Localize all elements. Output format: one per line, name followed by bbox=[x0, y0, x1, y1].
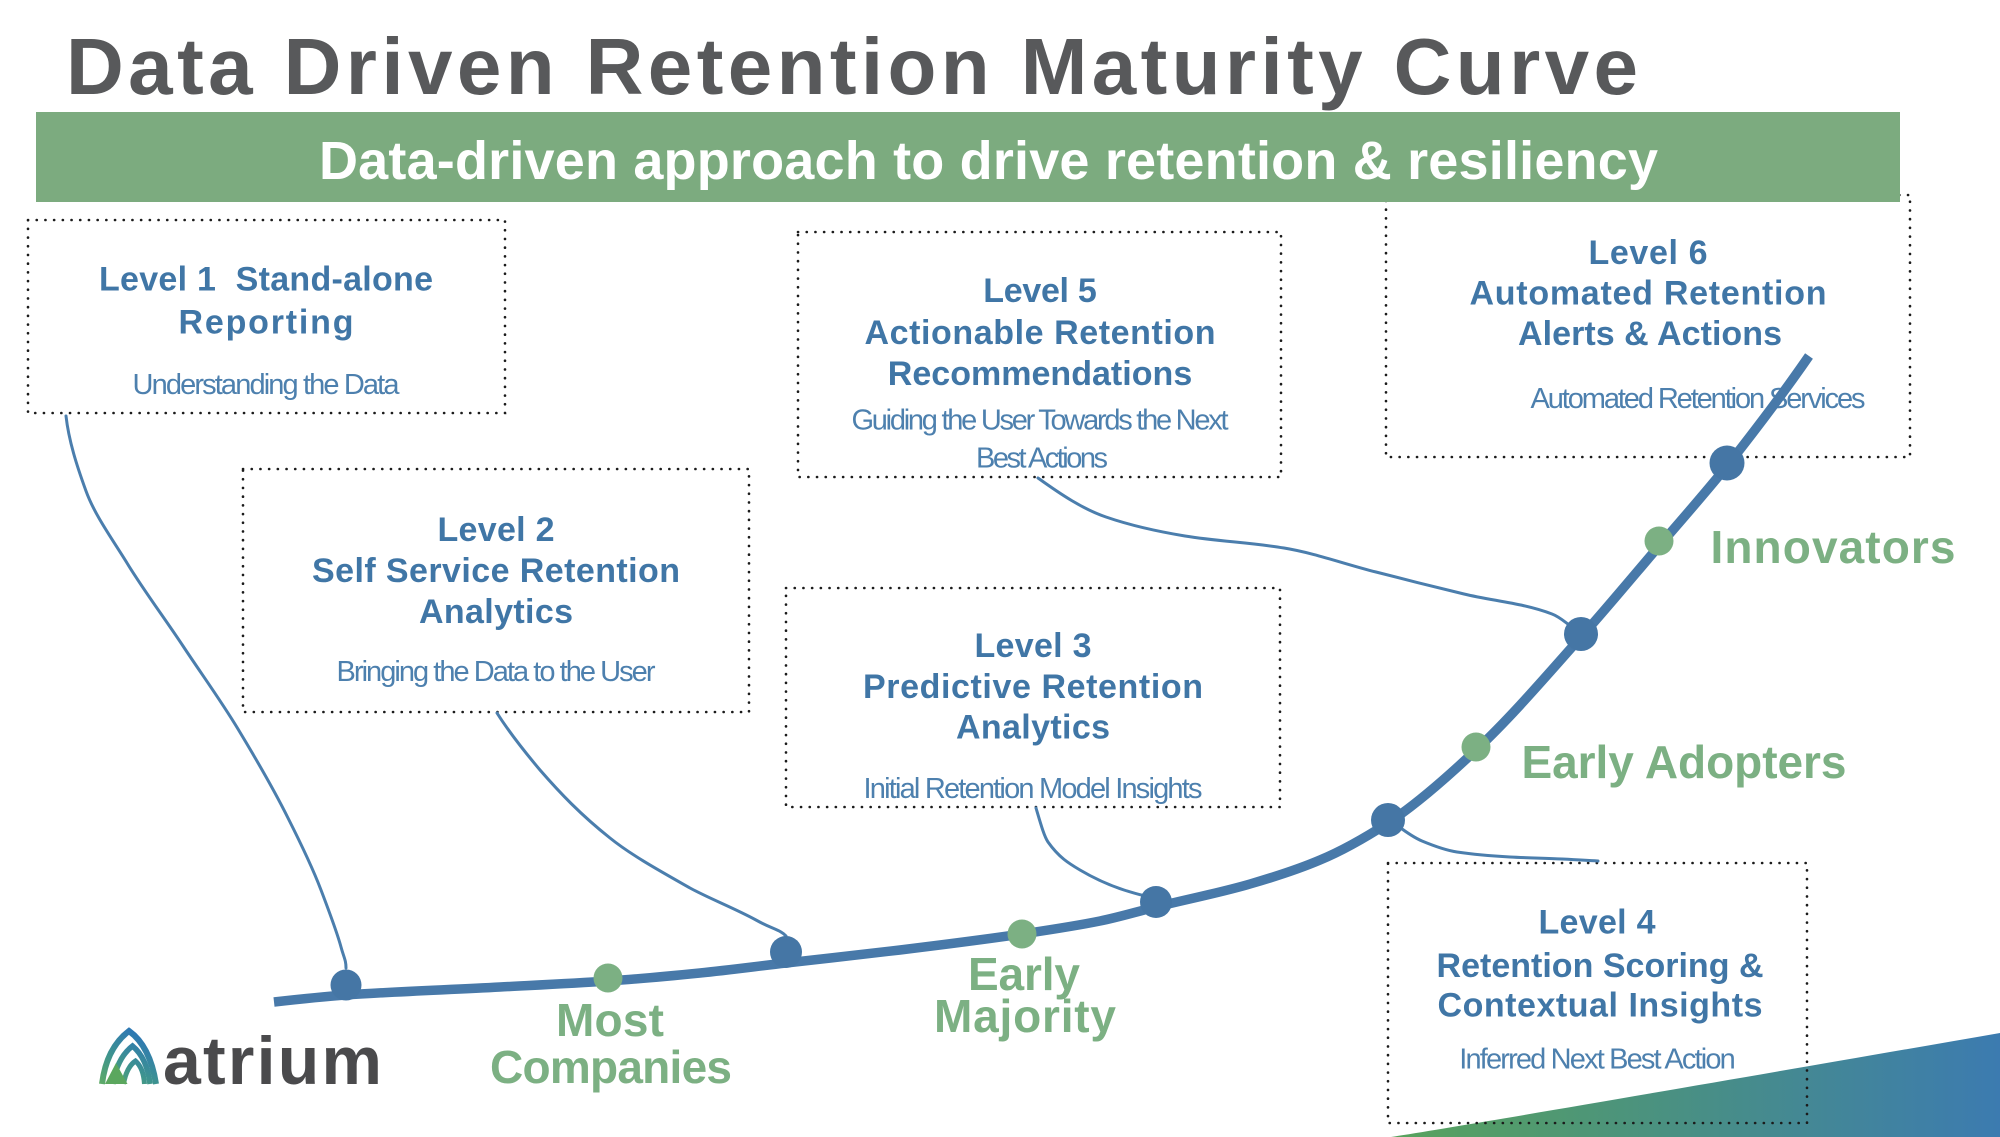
svg-text:Contextual Insights: Contextual Insights bbox=[1438, 987, 1763, 1025]
svg-text:Level 3: Level 3 bbox=[975, 627, 1092, 665]
svg-text:Data-driven approach to drive: Data-driven approach to drive retention … bbox=[319, 131, 1658, 191]
svg-text:Bringing the Data to the User: Bringing the Data to the User bbox=[337, 656, 656, 688]
svg-text:Retention Scoring &: Retention Scoring & bbox=[1437, 947, 1764, 985]
svg-text:Predictive Retention: Predictive Retention bbox=[863, 668, 1203, 706]
svg-text:Level 4: Level 4 bbox=[1539, 904, 1656, 942]
svg-text:Level 1 Stand-alone: Level 1 Stand-alone bbox=[99, 261, 433, 299]
svg-text:Early Adopters: Early Adopters bbox=[1522, 736, 1847, 788]
svg-text:Initial Retention Model Insigh: Initial Retention Model Insights bbox=[864, 773, 1203, 805]
svg-text:Most: Most bbox=[556, 994, 664, 1046]
svg-text:Level 5: Level 5 bbox=[983, 272, 1097, 310]
svg-text:Innovators: Innovators bbox=[1711, 521, 1956, 573]
svg-text:Data Driven Retention Maturity: Data Driven Retention Maturity Curve bbox=[66, 22, 1638, 111]
svg-text:Self Service Retention: Self Service Retention bbox=[312, 552, 680, 590]
svg-text:Level 2: Level 2 bbox=[438, 511, 555, 549]
svg-text:Companies: Companies bbox=[490, 1041, 732, 1093]
svg-text:Level 6: Level 6 bbox=[1589, 234, 1708, 272]
svg-text:atrium: atrium bbox=[163, 1023, 382, 1099]
svg-text:Reporting: Reporting bbox=[179, 304, 354, 342]
svg-text:Guiding the User Towards the N: Guiding the User Towards the Next bbox=[852, 405, 1229, 437]
svg-text:Actionable Retention: Actionable Retention bbox=[865, 314, 1216, 352]
svg-text:Alerts & Actions: Alerts & Actions bbox=[1518, 315, 1782, 353]
svg-text:Analytics: Analytics bbox=[419, 593, 573, 631]
svg-text:Automated Retention Services: Automated Retention Services bbox=[1531, 383, 1866, 415]
svg-text:Inferred Next Best Action: Inferred Next Best Action bbox=[1459, 1044, 1736, 1076]
svg-text:Understanding the Data: Understanding the Data bbox=[133, 369, 401, 401]
svg-text:Automated Retention: Automated Retention bbox=[1470, 274, 1827, 312]
svg-text:Recommendations: Recommendations bbox=[888, 355, 1193, 393]
svg-text:Early: Early bbox=[968, 948, 1080, 1000]
svg-text:Best Actions: Best Actions bbox=[976, 443, 1108, 475]
svg-text:Analytics: Analytics bbox=[956, 709, 1110, 747]
svg-text:Majority: Majority bbox=[934, 990, 1116, 1042]
